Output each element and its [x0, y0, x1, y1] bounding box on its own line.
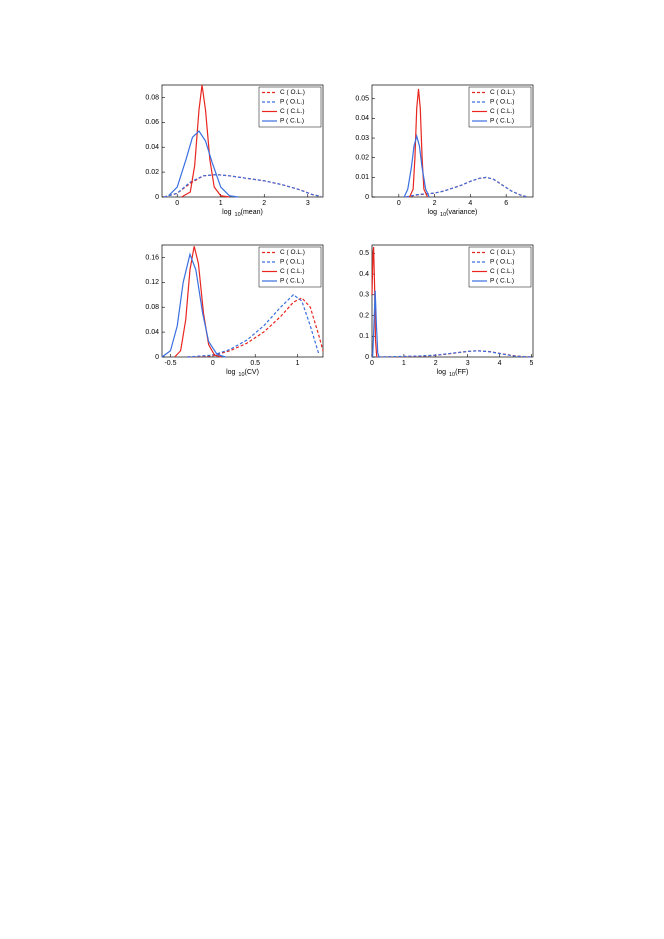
density-line: [164, 173, 321, 198]
x-tick-label: 0.5: [250, 360, 260, 367]
x-tick-label: 3: [466, 360, 470, 367]
y-tick-label: 0.04: [355, 115, 369, 122]
legend-label: P ( C.L.): [490, 118, 514, 125]
y-tick-label: 0: [155, 354, 159, 361]
y-tick-label: 0: [365, 194, 369, 201]
legend-label: C ( C.L.): [280, 108, 305, 115]
x-axis-label: log 10(variance): [428, 209, 478, 219]
legend-label: C ( O.L.): [280, 249, 305, 256]
legend-box: [258, 86, 322, 128]
legend-label: C ( C.L.): [490, 268, 515, 275]
axes-frame: [371, 244, 534, 358]
legend-label: P ( C.L.): [490, 278, 514, 285]
x-tick-label: 0: [370, 360, 374, 367]
x-axis-label-part: log: [226, 369, 235, 376]
density-line: [378, 350, 532, 358]
x-tick-label: 2: [262, 200, 266, 207]
x-tick-label: 1: [219, 200, 223, 207]
y-tick-label: 0.03: [355, 135, 369, 142]
y-tick-label: 0.2: [359, 312, 369, 319]
legend-box: [468, 86, 532, 128]
legend-label: P ( O.L.): [280, 99, 304, 106]
y-tick-label: 0.5: [359, 250, 369, 257]
y-tick-label: 0: [155, 194, 159, 201]
x-axis-label-part: (FF): [455, 369, 468, 376]
axes-frame: [161, 244, 324, 358]
density-line: [161, 252, 226, 358]
legend-label: P ( O.L.): [490, 259, 514, 266]
x-tick-label: 4: [498, 360, 502, 367]
y-tick-label: 0.08: [145, 304, 159, 311]
x-axis-label-part: (CV): [245, 369, 259, 376]
legend-label: C ( C.L.): [490, 108, 515, 115]
y-tick-label: 0.05: [355, 96, 369, 103]
legend-label: C ( O.L.): [280, 89, 305, 96]
x-axis-label-part: 10: [238, 372, 244, 378]
y-tick-label: 0.3: [359, 292, 369, 299]
x-tick-label: 0: [397, 200, 401, 207]
x-axis-label: log 10(FF): [437, 369, 469, 379]
x-axis-label-part: (mean): [241, 209, 263, 216]
legend-box: [258, 246, 322, 288]
x-tick-label: 0: [211, 360, 215, 367]
y-tick-label: 0.08: [145, 94, 159, 101]
legend-label: P ( C.L.): [280, 118, 304, 125]
x-tick-label: -0.5: [164, 360, 176, 367]
legend-box: [468, 246, 532, 288]
y-tick-label: 0.04: [145, 329, 159, 336]
legend-label: P ( O.L.): [280, 259, 304, 266]
x-axis-label-part: log: [222, 209, 231, 216]
x-axis-label-part: (variance): [446, 209, 477, 216]
x-tick-label: 6: [504, 200, 508, 207]
density-line: [409, 88, 429, 198]
x-axis-label-part: 10: [440, 212, 446, 218]
x-tick-label: 2: [434, 360, 438, 367]
x-tick-label: 5: [529, 360, 533, 367]
y-tick-label: 0.16: [145, 254, 159, 261]
axes-frame: [371, 84, 534, 198]
x-tick-label: 4: [468, 200, 472, 207]
x-tick-label: 2: [433, 200, 437, 207]
y-tick-label: 0: [365, 354, 369, 361]
y-tick-label: 0.1: [359, 333, 369, 340]
x-axis-label-part: log: [428, 209, 437, 216]
legend-label: C ( C.L.): [280, 268, 305, 275]
x-tick-label: 3: [306, 200, 310, 207]
density-line: [187, 293, 320, 358]
legend-label: P ( O.L.): [490, 99, 514, 106]
x-axis-label-part: 10: [449, 372, 455, 378]
x-axis-label: log 10(CV): [226, 369, 259, 379]
x-axis-label: log 10(mean): [222, 209, 263, 219]
y-tick-label: 0.06: [145, 119, 159, 126]
legend-label: C ( O.L.): [490, 249, 515, 256]
y-tick-label: 0.04: [145, 144, 159, 151]
density-line: [187, 297, 324, 358]
x-tick-label: 0: [175, 200, 179, 207]
density-line: [405, 176, 528, 198]
y-tick-label: 0.02: [355, 155, 369, 162]
y-tick-label: 0.02: [145, 169, 159, 176]
x-tick-label: 1: [402, 360, 406, 367]
density-line: [372, 290, 380, 358]
legend-label: P ( C.L.): [280, 278, 304, 285]
x-axis-label-part: log: [437, 369, 446, 376]
y-tick-label: 0.01: [355, 174, 369, 181]
x-axis-label-part: 10: [235, 212, 241, 218]
density-line: [181, 84, 230, 198]
density-line: [168, 130, 239, 198]
density-line: [174, 246, 222, 358]
legend-label: C ( O.L.): [490, 89, 515, 96]
y-tick-label: 0.12: [145, 279, 159, 286]
x-tick-label: 1: [296, 360, 300, 367]
axes-frame: [161, 84, 324, 198]
y-tick-label: 0.4: [359, 271, 369, 278]
density-line: [371, 247, 378, 358]
density-line: [403, 133, 430, 198]
